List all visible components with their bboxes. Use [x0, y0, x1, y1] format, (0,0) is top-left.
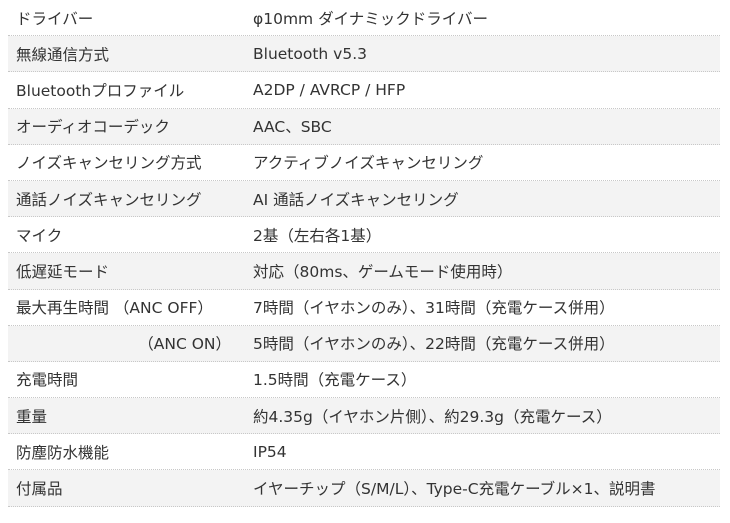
spec-label: 低遅延モード	[16, 262, 110, 281]
spec-row: ドライバー φ10mm ダイナミックドライバー	[8, 0, 720, 37]
spec-label: 重量	[16, 407, 48, 426]
spec-value: 5時間（イヤホンのみ）、22時間（充電ケース併用）	[253, 335, 615, 354]
spec-label: ドライバー	[16, 9, 94, 28]
spec-value: A2DP / AVRCP / HFP	[253, 80, 406, 99]
spec-row: 無線通信方式 Bluetooth v5.3	[8, 36, 720, 73]
spec-row: 通話ノイズキャンセリング AI 通話ノイズキャンセリング	[8, 180, 720, 218]
spec-row: ノイズキャンセリング方式 アクティブノイズキャンセリング	[8, 145, 720, 181]
spec-row: マイク 2基（左右各1基）	[8, 217, 720, 254]
spec-label: Bluetoothプロファイル	[16, 81, 185, 100]
spec-row: 充電時間 1.5時間（充電ケース）	[8, 362, 720, 399]
spec-row: （ANC ON） 5時間（イヤホンのみ）、22時間（充電ケース併用）	[8, 325, 720, 362]
spec-value: アクティブノイズキャンセリング	[253, 154, 484, 173]
spec-row: オーディオコーデック AAC、SBC	[8, 108, 720, 145]
spec-label: 無線通信方式	[16, 45, 110, 64]
spec-row: 最大再生時間 （ANC OFF） 7時間（イヤホンのみ）、31時間（充電ケース併用…	[8, 290, 720, 326]
spec-value: IP54	[253, 442, 287, 461]
spec-row: Bluetoothプロファイル A2DP / AVRCP / HFP	[8, 72, 720, 109]
spec-value: AI 通話ノイズキャンセリング	[253, 190, 459, 209]
spec-value: 2基（左右各1基）	[253, 226, 382, 245]
spec-label: 防塵防水機能	[16, 443, 110, 462]
spec-row: 重量 約4.35g（イヤホン片側）、約29.3g（充電ケース）	[8, 398, 720, 435]
spec-value: 1.5時間（充電ケース）	[253, 371, 417, 390]
spec-label: ノイズキャンセリング方式	[16, 154, 202, 173]
spec-row: 付属品 イヤーチップ（S/M/L）、Type-C充電ケーブル×1、説明書	[8, 470, 720, 507]
spec-label: オーディオコーデック	[16, 118, 170, 137]
spec-label: （ANC ON）	[138, 335, 231, 354]
spec-value: AAC、SBC	[253, 118, 332, 137]
spec-label: 最大再生時間 （ANC OFF）	[16, 299, 213, 318]
spec-table: ドライバー φ10mm ダイナミックドライバー無線通信方式 Bluetooth v5…	[8, 0, 720, 507]
spec-value: イヤーチップ（S/M/L）、Type-C充電ケーブル×1、説明書	[253, 480, 656, 499]
spec-value: 7時間（イヤホンのみ）、31時間（充電ケース併用）	[253, 299, 615, 318]
spec-value: 約4.35g（イヤホン片側）、約29.3g（充電ケース）	[253, 407, 612, 426]
spec-value: Bluetooth v5.3	[253, 44, 367, 63]
spec-label: 付属品	[16, 480, 63, 499]
spec-label: 充電時間	[16, 371, 79, 390]
spec-value: φ10mm ダイナミックドライバー	[253, 9, 488, 28]
spec-row: 防塵防水機能 IP54	[8, 434, 720, 471]
spec-label: 通話ノイズキャンセリング	[16, 190, 202, 209]
spec-value: 対応（80ms、ゲームモード使用時）	[253, 262, 513, 281]
spec-row: 低遅延モード 対応（80ms、ゲームモード使用時）	[8, 253, 720, 290]
spec-label: マイク	[16, 226, 63, 245]
